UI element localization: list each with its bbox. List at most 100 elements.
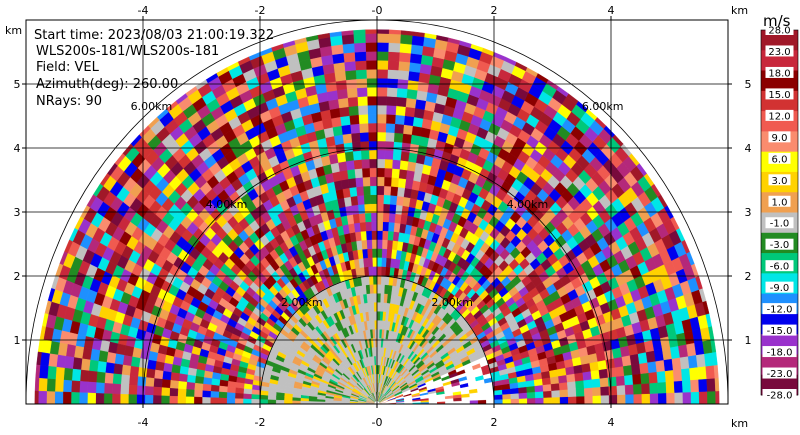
velocity-cell <box>648 371 658 384</box>
velocity-cell <box>647 360 658 374</box>
info-box: Start time: 2023/08/03 21:00:19.322 WLS2… <box>34 28 274 109</box>
velocity-cell <box>674 392 684 404</box>
velocity-cell <box>376 239 383 249</box>
velocity-cell <box>376 310 381 321</box>
colorbar-label: -1.0 <box>770 219 790 230</box>
velocity-cell <box>35 364 41 379</box>
velocity-cell <box>349 123 360 134</box>
y-tick-label-right: 2 <box>745 270 752 283</box>
velocity-cell <box>346 87 358 99</box>
colorbar-label: -18.0 <box>767 348 793 359</box>
velocity-cell <box>169 387 179 397</box>
velocity-cell <box>218 385 228 393</box>
velocity-cell <box>366 69 378 79</box>
velocity-cell <box>376 113 387 124</box>
velocity-cell <box>267 395 277 401</box>
velocity-cell <box>376 203 384 214</box>
velocity-cell <box>534 391 544 399</box>
velocity-cell <box>376 212 384 222</box>
colorbar-label-bg <box>765 260 794 272</box>
velocity-cell <box>376 320 380 330</box>
velocity-cell <box>185 396 195 404</box>
velocity-cell <box>342 43 355 54</box>
velocity-cell <box>392 141 403 152</box>
velocity-cell <box>380 284 385 294</box>
velocity-cell <box>391 240 399 251</box>
velocity-cell <box>333 61 346 73</box>
velocity-cell <box>345 159 355 171</box>
velocity-cell <box>393 222 401 233</box>
colorbar-label-bg <box>762 324 797 336</box>
velocity-cell <box>559 396 569 404</box>
velocity-cell <box>358 212 366 223</box>
velocity-cell <box>185 381 196 391</box>
velocity-cell <box>370 194 378 205</box>
velocity-cell <box>698 378 708 392</box>
velocity-cell <box>395 195 404 206</box>
x-tick-label-top: -2 <box>255 4 266 17</box>
velocity-cell <box>342 133 353 144</box>
velocity-cell <box>384 158 393 169</box>
velocity-cell <box>567 388 577 397</box>
velocity-cell <box>365 221 372 232</box>
velocity-cell <box>410 134 421 146</box>
velocity-cell <box>242 398 252 404</box>
velocity-cell <box>598 368 609 379</box>
velocity-cell <box>329 35 343 47</box>
velocity-cell <box>582 370 592 381</box>
velocity-cell <box>575 387 585 397</box>
velocity-cell <box>210 397 219 404</box>
velocity-cell <box>409 143 420 155</box>
velocity-cell <box>411 125 422 137</box>
velocity-cell <box>308 401 318 404</box>
velocity-cell <box>352 29 366 35</box>
velocity-cell <box>194 375 205 385</box>
velocity-cell <box>160 395 170 404</box>
velocity-cell <box>397 69 410 81</box>
velocity-cell <box>574 372 584 382</box>
velocity-cell <box>633 393 643 404</box>
velocity-cell <box>383 167 393 178</box>
velocity-cell <box>202 377 213 386</box>
velocity-cell <box>300 397 309 402</box>
velocity-cell <box>56 354 67 369</box>
velocity-cell <box>386 78 399 89</box>
velocity-cell <box>371 230 378 240</box>
velocity-cell <box>79 381 89 394</box>
velocity-cell <box>371 239 378 249</box>
velocity-cell <box>144 394 154 404</box>
velocity-cell <box>690 391 700 404</box>
velocity-cell <box>364 212 372 223</box>
colorbar-label-bg <box>765 281 794 293</box>
velocity-cell <box>145 368 156 379</box>
info-field: Field: VEL <box>36 60 100 75</box>
velocity-cell <box>697 365 707 380</box>
velocity-cell <box>407 152 418 163</box>
velocity-cell <box>395 96 407 108</box>
velocity-cell <box>376 230 383 240</box>
velocity-cell <box>607 376 618 387</box>
velocity-cell <box>405 169 415 181</box>
velocity-cell <box>385 122 396 133</box>
velocity-cell <box>327 98 340 110</box>
colorbar-label: -23.0 <box>767 369 793 380</box>
velocity-cell <box>715 390 720 404</box>
velocity-cell <box>227 380 237 388</box>
velocity-cell <box>621 354 632 367</box>
velocity-cell <box>394 114 405 125</box>
velocity-cell <box>657 381 667 394</box>
velocity-cell <box>384 149 394 160</box>
y-tick-label-left: 1 <box>14 334 21 347</box>
velocity-cell <box>387 51 400 62</box>
velocity-cell <box>376 60 389 70</box>
velocity-cell <box>366 77 378 88</box>
velocity-cell <box>605 358 616 369</box>
velocity-cell <box>376 69 388 79</box>
velocity-cell <box>376 167 385 178</box>
velocity-cell <box>187 367 197 377</box>
velocity-cell <box>624 384 634 395</box>
info-nrays: NRays: 90 <box>36 94 102 109</box>
velocity-cell <box>153 369 164 380</box>
velocity-cell <box>486 399 495 404</box>
velocity-cell <box>679 355 690 370</box>
